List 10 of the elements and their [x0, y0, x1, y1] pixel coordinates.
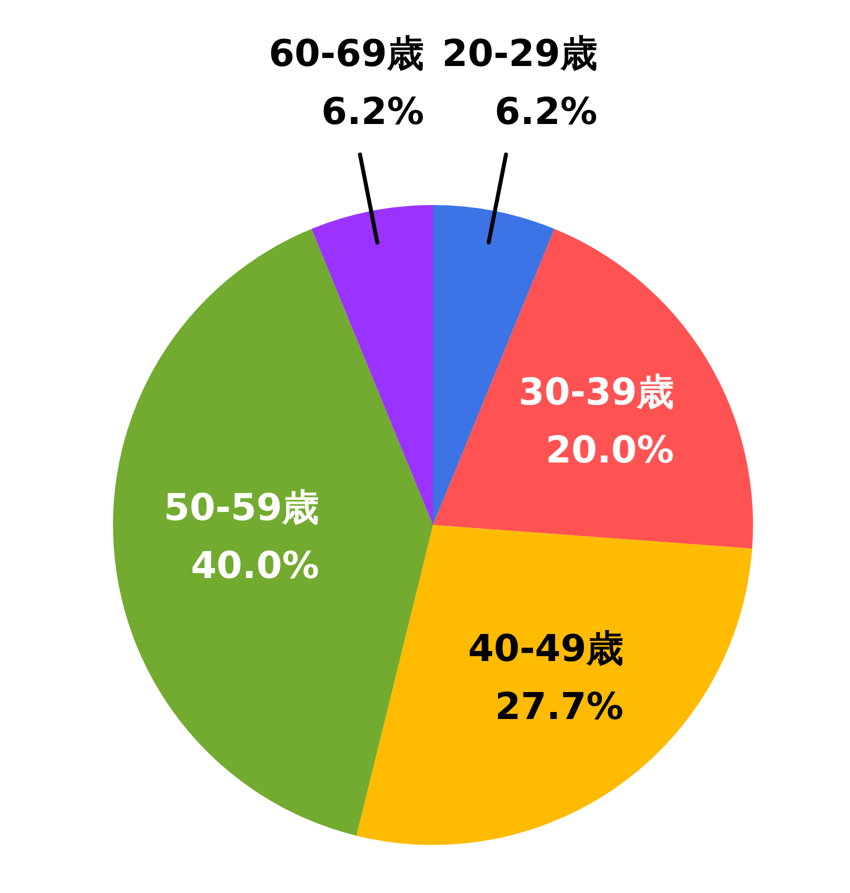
slice-label: 20-29歳	[442, 32, 598, 76]
slice-label: 40-49歳	[468, 627, 624, 670]
slice-label: 30-39歳	[518, 370, 674, 414]
data-label: 6.2%	[321, 90, 424, 134]
slice-label: 50-59歳	[164, 486, 320, 529]
data-label: 6.2%	[494, 90, 598, 134]
slice-label: 60-69歳	[268, 32, 424, 76]
data-label: 40.0%	[190, 544, 320, 587]
data-label: 27.7%	[495, 685, 624, 728]
data-label: 20.0%	[546, 428, 674, 472]
